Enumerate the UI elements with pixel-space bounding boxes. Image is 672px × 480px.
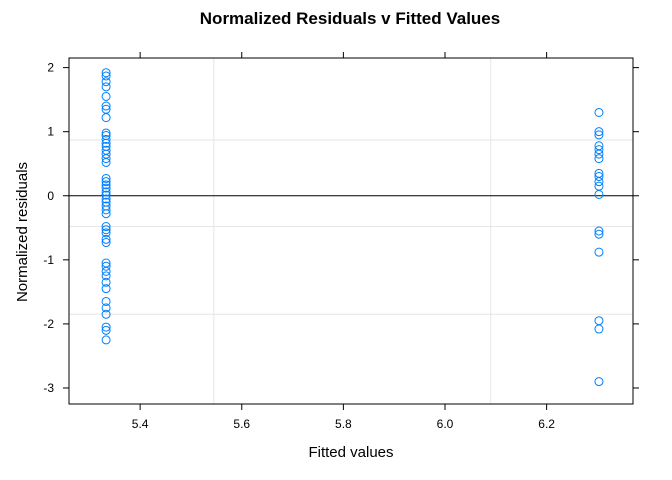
x-tick-label: 5.4	[132, 417, 149, 431]
y-tick-label: 1	[47, 125, 54, 139]
data-point	[594, 130, 604, 140]
grid-layer	[69, 58, 633, 404]
data-point	[101, 101, 111, 111]
chart-title: Normalized Residuals v Fitted Values	[200, 9, 500, 28]
data-point	[101, 284, 111, 294]
data-point	[101, 325, 111, 335]
x-tick-label: 6.2	[538, 417, 555, 431]
data-point	[101, 277, 111, 287]
x-axis-title: Fitted values	[308, 444, 393, 461]
data-point	[101, 194, 111, 204]
data-point	[594, 145, 604, 155]
data-point	[594, 177, 604, 187]
data-point	[101, 296, 111, 306]
y-tick-label: -1	[43, 253, 54, 267]
y-tick-label: -2	[43, 317, 54, 331]
data-point	[594, 247, 604, 257]
data-point	[101, 266, 111, 276]
x-tick-label: 5.6	[233, 417, 250, 431]
data-point	[594, 154, 604, 164]
data-point	[101, 228, 111, 238]
data-point	[101, 71, 111, 81]
data-point	[594, 172, 604, 182]
data-point	[101, 222, 111, 232]
data-point	[101, 225, 111, 235]
data-point	[594, 189, 604, 199]
data-point	[101, 322, 111, 332]
y-tick-label: 0	[47, 189, 54, 203]
data-point	[594, 226, 604, 236]
y-tick-label: 2	[47, 61, 54, 75]
x-tick-label: 6.0	[437, 417, 454, 431]
data-point	[594, 149, 604, 159]
data-point	[101, 113, 111, 123]
data-point	[101, 271, 111, 281]
data-point	[101, 91, 111, 101]
points-layer	[101, 68, 604, 387]
data-point	[101, 335, 111, 345]
data-point	[101, 68, 111, 78]
data-point	[101, 177, 111, 187]
data-point	[101, 157, 111, 167]
x-tick-label: 5.8	[335, 417, 352, 431]
data-point	[101, 238, 111, 248]
data-point	[101, 187, 111, 197]
data-point	[101, 309, 111, 319]
data-point	[101, 183, 111, 193]
data-point	[594, 324, 604, 334]
data-point	[594, 316, 604, 326]
data-point	[101, 303, 111, 313]
data-point	[101, 138, 111, 148]
data-point	[101, 173, 111, 183]
y-axis-title: Normalized residuals	[14, 162, 31, 302]
data-point	[594, 107, 604, 117]
data-point	[101, 128, 111, 138]
data-point	[594, 229, 604, 239]
data-point	[101, 190, 111, 200]
data-point	[101, 77, 111, 87]
data-point	[101, 154, 111, 164]
data-point	[594, 127, 604, 137]
plot-frame	[68, 57, 634, 405]
y-tick-label: -3	[43, 381, 54, 395]
data-point	[101, 261, 111, 271]
data-point	[101, 82, 111, 92]
data-point	[101, 209, 111, 219]
data-point	[594, 377, 604, 387]
data-point	[101, 180, 111, 190]
data-point	[101, 234, 111, 244]
data-point	[101, 134, 111, 144]
ticks-layer: 5.4 5.6 5.8 6.0 6.2 2 1 0 -1 -2 -3	[43, 52, 639, 431]
data-point	[101, 205, 111, 215]
